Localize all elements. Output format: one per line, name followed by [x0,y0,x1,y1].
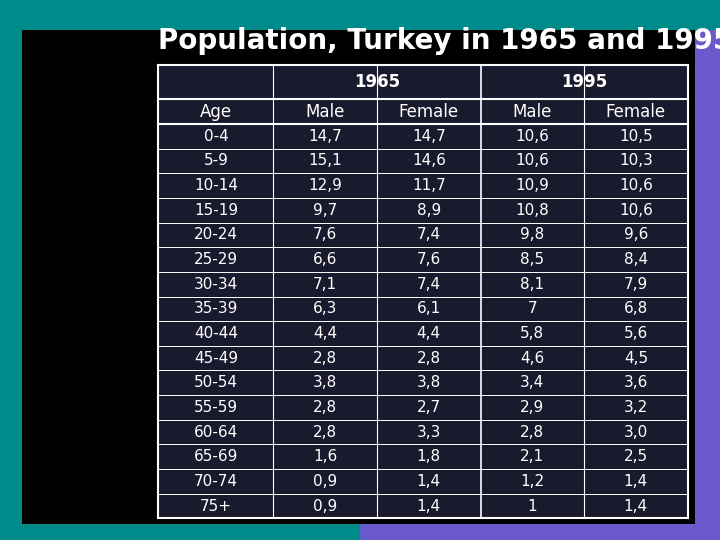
Text: 1,8: 1,8 [417,449,441,464]
Text: 20-24: 20-24 [194,227,238,242]
Text: 45-49: 45-49 [194,350,238,366]
Text: 4,5: 4,5 [624,350,648,366]
Text: 9,6: 9,6 [624,227,648,242]
Text: 10,5: 10,5 [619,129,653,144]
Text: 7,6: 7,6 [313,227,338,242]
Text: 70-74: 70-74 [194,474,238,489]
Text: 6,8: 6,8 [624,301,648,316]
Text: 50-54: 50-54 [194,375,238,390]
Text: 1995: 1995 [561,73,607,91]
Text: 1: 1 [528,498,537,514]
Text: 2,8: 2,8 [313,400,337,415]
Text: 1,4: 1,4 [417,498,441,514]
Text: 1965: 1965 [354,73,400,91]
Text: 1,6: 1,6 [313,449,338,464]
Text: 6,1: 6,1 [417,301,441,316]
Text: 2,8: 2,8 [313,350,337,366]
Text: 2,9: 2,9 [520,400,544,415]
Text: 10,6: 10,6 [516,129,549,144]
Text: 40-44: 40-44 [194,326,238,341]
Text: 35-39: 35-39 [194,301,238,316]
Text: 4,6: 4,6 [520,350,544,366]
Text: 15,1: 15,1 [308,153,342,168]
Text: 9,7: 9,7 [313,202,338,218]
Text: 7: 7 [528,301,537,316]
Text: 2,8: 2,8 [313,424,337,440]
Text: 3,3: 3,3 [417,424,441,440]
Text: 3,4: 3,4 [520,375,544,390]
Text: 1,4: 1,4 [624,498,648,514]
Text: Male: Male [513,103,552,120]
Text: 4,4: 4,4 [313,326,337,341]
Text: 25-29: 25-29 [194,252,238,267]
Text: 1,2: 1,2 [521,474,544,489]
Text: 14,7: 14,7 [412,129,446,144]
Text: 65-69: 65-69 [194,449,238,464]
Text: 3,8: 3,8 [313,375,338,390]
Text: 60-64: 60-64 [194,424,238,440]
Text: 0,9: 0,9 [313,474,338,489]
Text: Male: Male [305,103,345,120]
Text: 3,6: 3,6 [624,375,648,390]
Text: 2,7: 2,7 [417,400,441,415]
Text: 10-14: 10-14 [194,178,238,193]
Text: 8,9: 8,9 [417,202,441,218]
Text: 5-9: 5-9 [204,153,228,168]
Text: 2,8: 2,8 [417,350,441,366]
Text: 8,1: 8,1 [521,276,544,292]
Text: 0,9: 0,9 [313,498,338,514]
Text: Age: Age [200,103,232,120]
Bar [158,65,688,518]
Text: 55-59: 55-59 [194,400,238,415]
Text: 1,4: 1,4 [417,474,441,489]
Text: 3,0: 3,0 [624,424,648,440]
Text: 9,8: 9,8 [520,227,544,242]
Text: 5,6: 5,6 [624,326,648,341]
Text: 10,9: 10,9 [516,178,549,193]
Text: 6,3: 6,3 [313,301,338,316]
Text: 10,6: 10,6 [516,153,549,168]
Text: 12,9: 12,9 [308,178,342,193]
Text: 7,4: 7,4 [417,227,441,242]
Text: 75+: 75+ [200,498,232,514]
Text: 10,6: 10,6 [619,178,653,193]
Text: 4,4: 4,4 [417,326,441,341]
Text: Female: Female [399,103,459,120]
Text: 7,6: 7,6 [417,252,441,267]
Text: 5,8: 5,8 [521,326,544,341]
Text: 1,4: 1,4 [624,474,648,489]
Text: 14,7: 14,7 [308,129,342,144]
Text: 8,5: 8,5 [521,252,544,267]
Text: Population, Turkey in 1965 and 1995: Population, Turkey in 1965 and 1995 [158,27,720,55]
Text: 14,6: 14,6 [412,153,446,168]
Text: 6,6: 6,6 [313,252,338,267]
Text: 7,4: 7,4 [417,276,441,292]
Text: 2,8: 2,8 [521,424,544,440]
Text: 11,7: 11,7 [412,178,446,193]
Text: 30-34: 30-34 [194,276,238,292]
Text: 8,4: 8,4 [624,252,648,267]
Text: 10,3: 10,3 [619,153,653,168]
Text: 2,5: 2,5 [624,449,648,464]
Text: 3,2: 3,2 [624,400,648,415]
Text: 3,8: 3,8 [417,375,441,390]
Text: Female: Female [606,103,666,120]
Text: 0-4: 0-4 [204,129,228,144]
Text: 7,9: 7,9 [624,276,648,292]
Text: 7,1: 7,1 [313,276,337,292]
Text: 10,8: 10,8 [516,202,549,218]
Text: 15-19: 15-19 [194,202,238,218]
Text: 2,1: 2,1 [521,449,544,464]
Text: 10,6: 10,6 [619,202,653,218]
